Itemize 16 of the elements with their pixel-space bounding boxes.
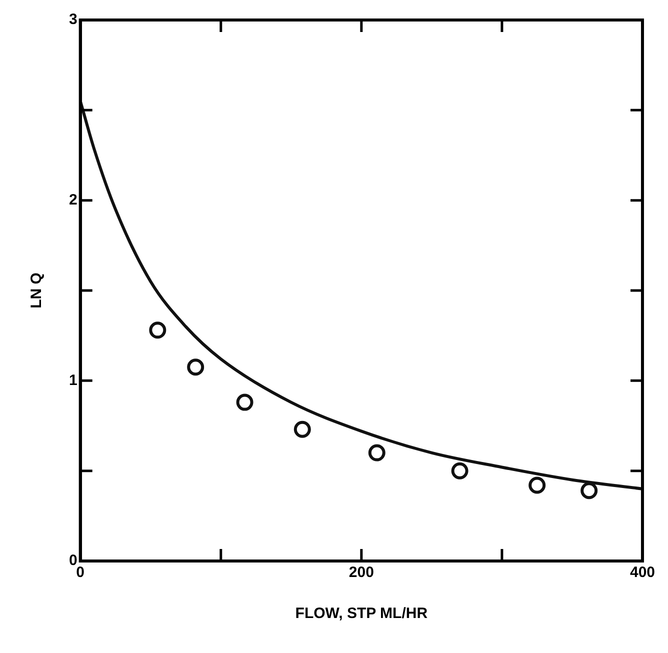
y-tick-label: 3 <box>69 11 78 28</box>
x-tick-label: 200 <box>348 564 374 582</box>
y-axis-title: LN Q <box>28 272 46 308</box>
x-tick-label: 400 <box>630 564 655 582</box>
point <box>236 394 254 411</box>
y-tick-label: 1 <box>69 372 78 389</box>
x-axis-title: FLOW, STP ML/HR <box>295 605 428 622</box>
point <box>528 476 546 494</box>
y-tick-label: 2 <box>69 191 78 208</box>
point <box>368 444 386 462</box>
point <box>580 482 598 500</box>
y-tick-label: 0 <box>69 552 78 570</box>
point <box>149 322 166 339</box>
point <box>451 462 468 480</box>
point <box>187 358 204 376</box>
point <box>294 420 311 438</box>
